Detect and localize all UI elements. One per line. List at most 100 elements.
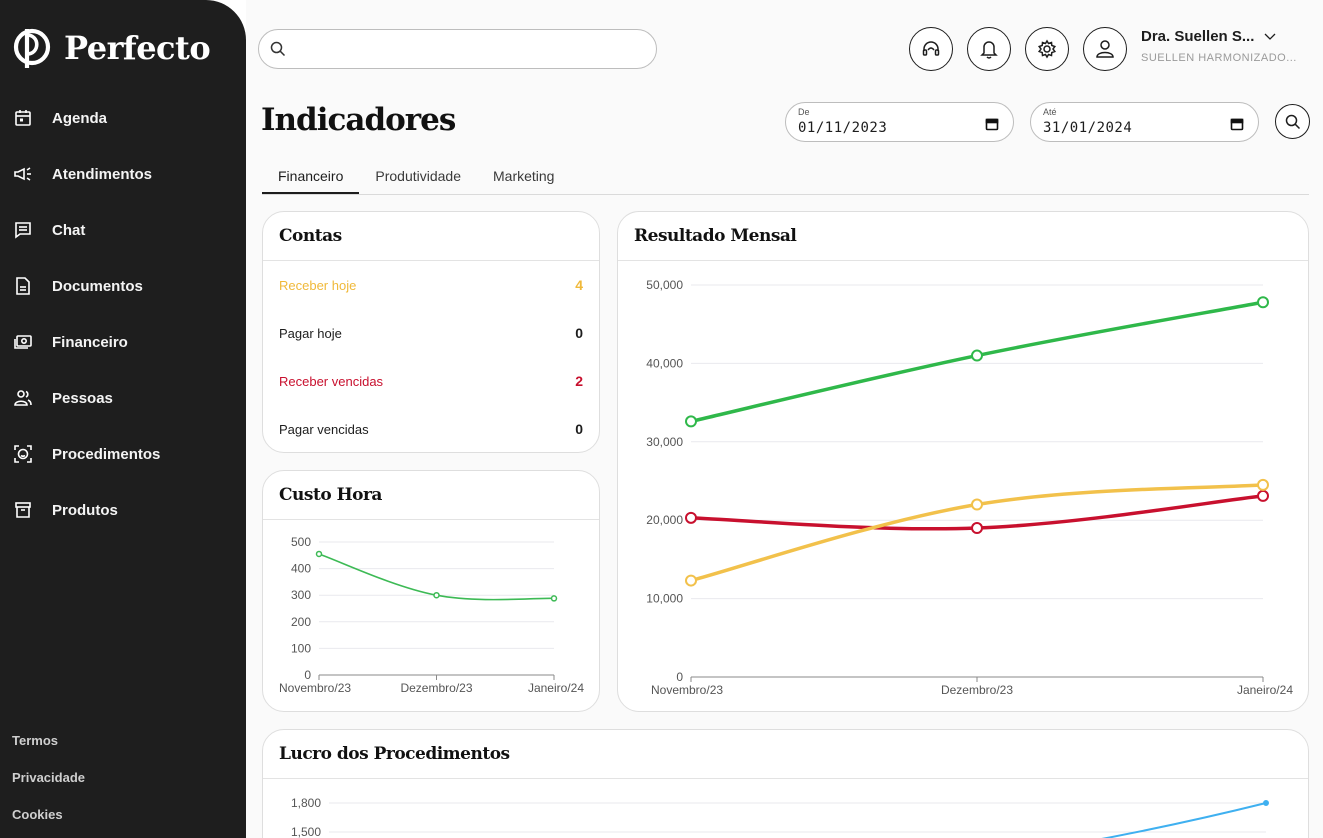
y-tick-label: 0 (304, 668, 311, 682)
data-point (685, 574, 697, 587)
y-tick-label: 20,000 (646, 513, 683, 527)
account-value: 4 (575, 277, 583, 293)
data-point (1257, 489, 1269, 502)
headset-icon (922, 41, 940, 56)
sidebar-item-pessoas[interactable]: Pessoas (0, 370, 246, 426)
y-tick-label: 30,000 (646, 435, 683, 449)
contas-card: Contas Receber hoje 4 Pagar hoje 0 Receb… (262, 211, 600, 453)
data-point (433, 591, 440, 599)
x-tick-label: Dezembro/23 (400, 681, 472, 695)
sidebar-item-agenda[interactable]: Agenda (0, 90, 246, 146)
footer-links: Termos Privacidade Cookies (12, 728, 85, 838)
contas-list: Receber hoje 4 Pagar hoje 0 Receber venc… (263, 261, 599, 452)
bell-icon (980, 41, 998, 59)
lucro-procedimentos-title: Lucro dos Procedimentos (263, 730, 1308, 779)
data-point (315, 550, 323, 558)
data-point (1263, 800, 1269, 806)
tab-marketing[interactable]: Marketing (493, 168, 555, 184)
list-item[interactable]: Receber vencidas 2 (263, 357, 599, 405)
calendar-picker-icon[interactable] (1230, 117, 1244, 131)
sidebar-item-financeiro[interactable]: Financeiro (0, 314, 246, 370)
date-to-value: 31/01/2024 (1043, 120, 1133, 136)
calendar-picker-icon[interactable] (985, 117, 999, 131)
sidebar-item-label: Financeiro (52, 333, 128, 351)
tab-financeiro[interactable]: Financeiro (262, 160, 360, 194)
y-tick-label: 10,000 (646, 592, 683, 606)
x-tick-label: Novembro/23 (279, 681, 351, 695)
chevron-down-icon (1264, 33, 1276, 40)
brand[interactable]: Perfecto (12, 26, 211, 70)
profile-button[interactable] (1083, 27, 1127, 71)
y-tick-label: 400 (291, 562, 311, 576)
chat-icon (12, 219, 34, 241)
sidebar-item-label: Atendimentos (52, 165, 153, 183)
search-input[interactable] (294, 41, 656, 57)
search-icon (1285, 114, 1300, 129)
megaphone-icon (12, 163, 34, 185)
date-to-label: Até (1043, 107, 1057, 117)
date-search-button[interactable] (1275, 104, 1310, 139)
cookies-link[interactable]: Cookies (12, 807, 63, 822)
document-icon (12, 275, 34, 297)
series-line (690, 300, 1264, 424)
x-tick-label: Janeiro/24 (1237, 683, 1293, 697)
account-label: Pagar hoje (279, 325, 342, 341)
custo-hora-title: Custo Hora (263, 471, 599, 520)
box-icon (12, 499, 34, 521)
y-tick-label: 0 (676, 670, 683, 684)
main-content: Dra. Suellen S... SUELLEN HARMONIZADO...… (246, 0, 1323, 838)
sidebar-item-produtos[interactable]: Produtos (0, 482, 246, 538)
account-label: Receber vencidas (279, 373, 384, 389)
sidebar-item-chat[interactable]: Chat (0, 202, 246, 258)
sidebar-item-procedimentos[interactable]: Procedimentos (0, 426, 246, 482)
y-tick-label: 200 (291, 615, 311, 629)
data-point (971, 349, 983, 362)
data-point (971, 522, 983, 535)
user-menu[interactable]: Dra. Suellen S... SUELLEN HARMONIZADO... (1141, 28, 1297, 64)
custo-hora-chart: 0 100 200 300 400 500 Novembro/23 Dezembro/23 Ja… (279, 535, 584, 695)
date-from-label: De (798, 107, 810, 117)
perfecto-logo-icon (13, 28, 51, 68)
account-label: Receber hoje (279, 277, 357, 293)
date-to-field[interactable]: Até 31/01/2024 (1030, 102, 1259, 142)
list-item[interactable]: Receber hoje 4 (263, 261, 599, 309)
y-tick-label: 40,000 (646, 356, 683, 370)
resultado-mensal-card: Resultado Mensal 0 10,000 20,000 30,000 40,0… (617, 211, 1309, 712)
user-name: Dra. Suellen S... (1141, 28, 1255, 45)
lucro-procedimentos-card: Lucro dos Procedimentos 1,500 1,800 (262, 729, 1309, 838)
gear-icon (1037, 39, 1057, 59)
search-bar[interactable] (258, 29, 657, 69)
sidebar-item-label: Procedimentos (52, 445, 161, 463)
calendar-icon (12, 107, 34, 129)
sidebar-nav: Agenda Atendimentos Chat Documentos Fina… (0, 90, 246, 538)
y-tick-label: 300 (291, 588, 311, 602)
x-tick-label: Dezembro/23 (941, 683, 1013, 697)
resultado-mensal-chart: 0 10,000 20,000 30,000 40,000 50,000 Novembro/… (646, 278, 1293, 697)
date-from-field[interactable]: De 01/11/2023 (785, 102, 1014, 142)
tab-produtividade[interactable]: Produtividade (375, 168, 461, 184)
privacy-link[interactable]: Privacidade (12, 770, 85, 785)
brand-name: Perfecto (64, 29, 211, 67)
list-item[interactable]: Pagar vencidas 0 (263, 405, 599, 452)
user-icon (1096, 40, 1114, 58)
notifications-button[interactable] (967, 27, 1011, 71)
list-item[interactable]: Pagar hoje 0 (263, 309, 599, 357)
support-button[interactable] (909, 27, 953, 71)
custo-hora-card: Custo Hora 0 100 200 300 400 500 Novembro/23 De… (262, 470, 600, 712)
y-tick-label: 1,500 (291, 825, 321, 838)
sidebar-item-atendimentos[interactable]: Atendimentos (0, 146, 246, 202)
money-icon (12, 331, 34, 353)
terms-link[interactable]: Termos (12, 733, 58, 748)
sidebar-item-label: Produtos (52, 501, 118, 519)
face-icon (12, 443, 34, 465)
date-from-value: 01/11/2023 (798, 120, 888, 136)
y-tick-label: 100 (291, 641, 311, 655)
settings-button[interactable] (1025, 27, 1069, 71)
data-point (971, 498, 983, 511)
data-point (550, 595, 558, 602)
y-tick-label: 1,800 (291, 796, 321, 810)
sidebar-item-documentos[interactable]: Documentos (0, 258, 246, 314)
account-value: 2 (575, 373, 583, 389)
sidebar-item-label: Documentos (52, 277, 143, 295)
page-title: Indicadores (261, 102, 456, 138)
